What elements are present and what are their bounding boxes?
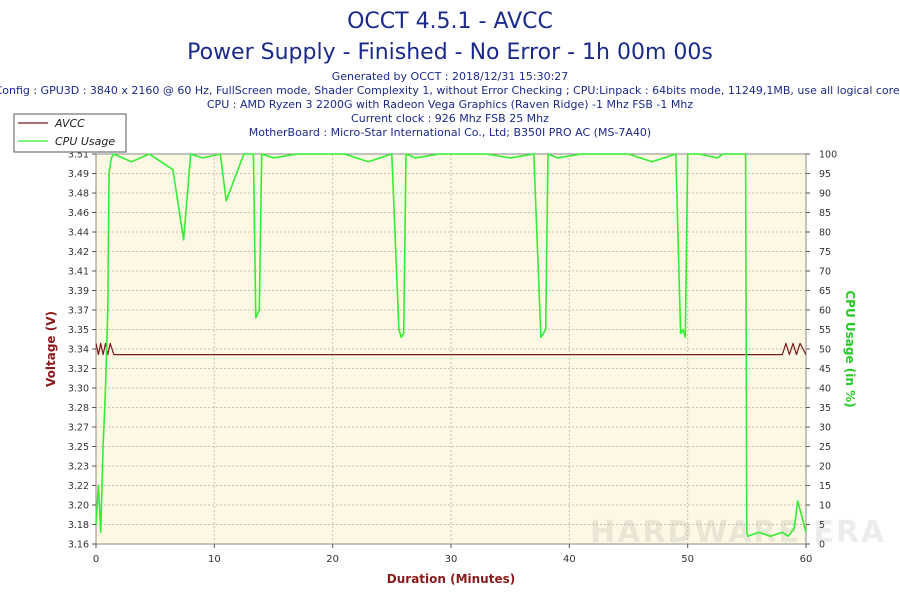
y-tick-label-right: 60 xyxy=(819,306,831,317)
x-tick-label: 10 xyxy=(208,554,221,565)
y-tick-label-left: 3.32 xyxy=(68,364,89,375)
y-tick-label-right: 0 xyxy=(819,540,825,551)
y-axis-title-right: CPU Usage (in %) xyxy=(843,290,857,407)
y-tick-label-left: 3.39 xyxy=(68,286,89,297)
y-tick-label-right: 15 xyxy=(819,481,831,492)
y-tick-label-right: 20 xyxy=(819,462,831,473)
legend-label-avcc: AVCC xyxy=(54,117,85,130)
x-tick-label: 30 xyxy=(445,554,458,565)
x-tick-label: 0 xyxy=(93,554,99,565)
y-tick-label-left: 3.22 xyxy=(68,481,89,492)
x-tick-label: 60 xyxy=(800,554,813,565)
y-tick-label-right: 35 xyxy=(819,403,831,414)
legend: AVCC CPU Usage xyxy=(13,113,127,153)
y-tick-label-right: 100 xyxy=(819,150,837,161)
y-tick-label-left: 3.35 xyxy=(68,325,89,336)
y-tick-label-right: 5 xyxy=(819,520,825,531)
y-tick-label-left: 3.16 xyxy=(68,540,89,551)
watermark: HARDWARE ERA xyxy=(590,515,886,550)
y-tick-label-right: 65 xyxy=(819,286,831,297)
info-line-config: Config : GPU3D : 3840 x 2160 @ 60 Hz, Fu… xyxy=(0,84,900,97)
y-tick-label-left: 3.27 xyxy=(68,423,89,434)
info-line-clock: Current clock : 926 Mhz FSB 25 Mhz xyxy=(351,112,549,125)
x-tick-label: 50 xyxy=(681,554,694,565)
y-tick-label-right: 80 xyxy=(819,228,831,239)
y-tick-label-right: 25 xyxy=(819,442,831,453)
y-tick-label-left: 3.25 xyxy=(68,442,89,453)
series-layer xyxy=(95,153,807,538)
y-tick-label-right: 50 xyxy=(819,345,831,356)
chart-subtitle: Power Supply - Finished - No Error - 1h … xyxy=(187,40,713,65)
grid xyxy=(96,154,806,544)
ticks-layer: 3.16 0 3.18 5 3.20 10 3.22 15 3.23 20 3.25 25 3.27 30… xyxy=(68,150,837,566)
y-tick-label-left: 3.18 xyxy=(68,520,89,531)
legend-box xyxy=(13,113,127,153)
y-tick-label-right: 30 xyxy=(819,423,831,434)
legend-label-cpu-usage: CPU Usage xyxy=(55,135,115,148)
y-tick-label-right: 75 xyxy=(819,247,831,258)
x-tick-label: 40 xyxy=(563,554,576,565)
series-line-avcc xyxy=(95,342,807,356)
y-tick-label-right: 95 xyxy=(819,169,831,180)
y-tick-label-right: 40 xyxy=(819,384,831,395)
y-tick-label-left: 3.41 xyxy=(68,267,89,278)
y-tick-label-left: 3.49 xyxy=(68,169,89,180)
y-tick-label-left: 3.44 xyxy=(68,228,89,239)
y-tick-label-right: 85 xyxy=(819,208,831,219)
plot-area xyxy=(95,153,807,545)
y-axis-title-left: Voltage (V) xyxy=(44,311,58,387)
y-tick-label-right: 55 xyxy=(819,325,831,336)
x-axis-title: Duration (Minutes) xyxy=(387,572,515,586)
y-tick-label-right: 10 xyxy=(819,501,831,512)
info-line-cpu: CPU : AMD Ryzen 3 2200G with Radeon Vega… xyxy=(207,98,693,111)
y-tick-label-right: 70 xyxy=(819,267,831,278)
y-tick-label-right: 45 xyxy=(819,364,831,375)
y-tick-label-left: 3.20 xyxy=(68,501,89,512)
y-tick-label-right: 90 xyxy=(819,189,831,200)
chart-title: OCCT 4.5.1 - AVCC xyxy=(347,9,553,34)
x-tick-label: 20 xyxy=(326,554,339,565)
y-tick-label-left: 3.34 xyxy=(68,345,89,356)
y-tick-label-left: 3.28 xyxy=(68,403,89,414)
y-tick-label-left: 3.42 xyxy=(68,247,89,258)
y-tick-label-left: 3.23 xyxy=(68,462,89,473)
y-tick-label-left: 3.46 xyxy=(68,208,89,219)
y-tick-label-left: 3.48 xyxy=(68,189,89,200)
y-tick-label-left: 3.30 xyxy=(68,384,89,395)
info-line-motherboard: MotherBoard : Micro-Star International C… xyxy=(249,126,651,139)
info-line-generated: Generated by OCCT : 2018/12/31 15:30:27 xyxy=(332,70,569,83)
y-tick-label-left: 3.37 xyxy=(68,306,89,317)
series-line-cpu-usage xyxy=(95,153,807,538)
y-tick-label-left: 3.51 xyxy=(68,150,89,161)
